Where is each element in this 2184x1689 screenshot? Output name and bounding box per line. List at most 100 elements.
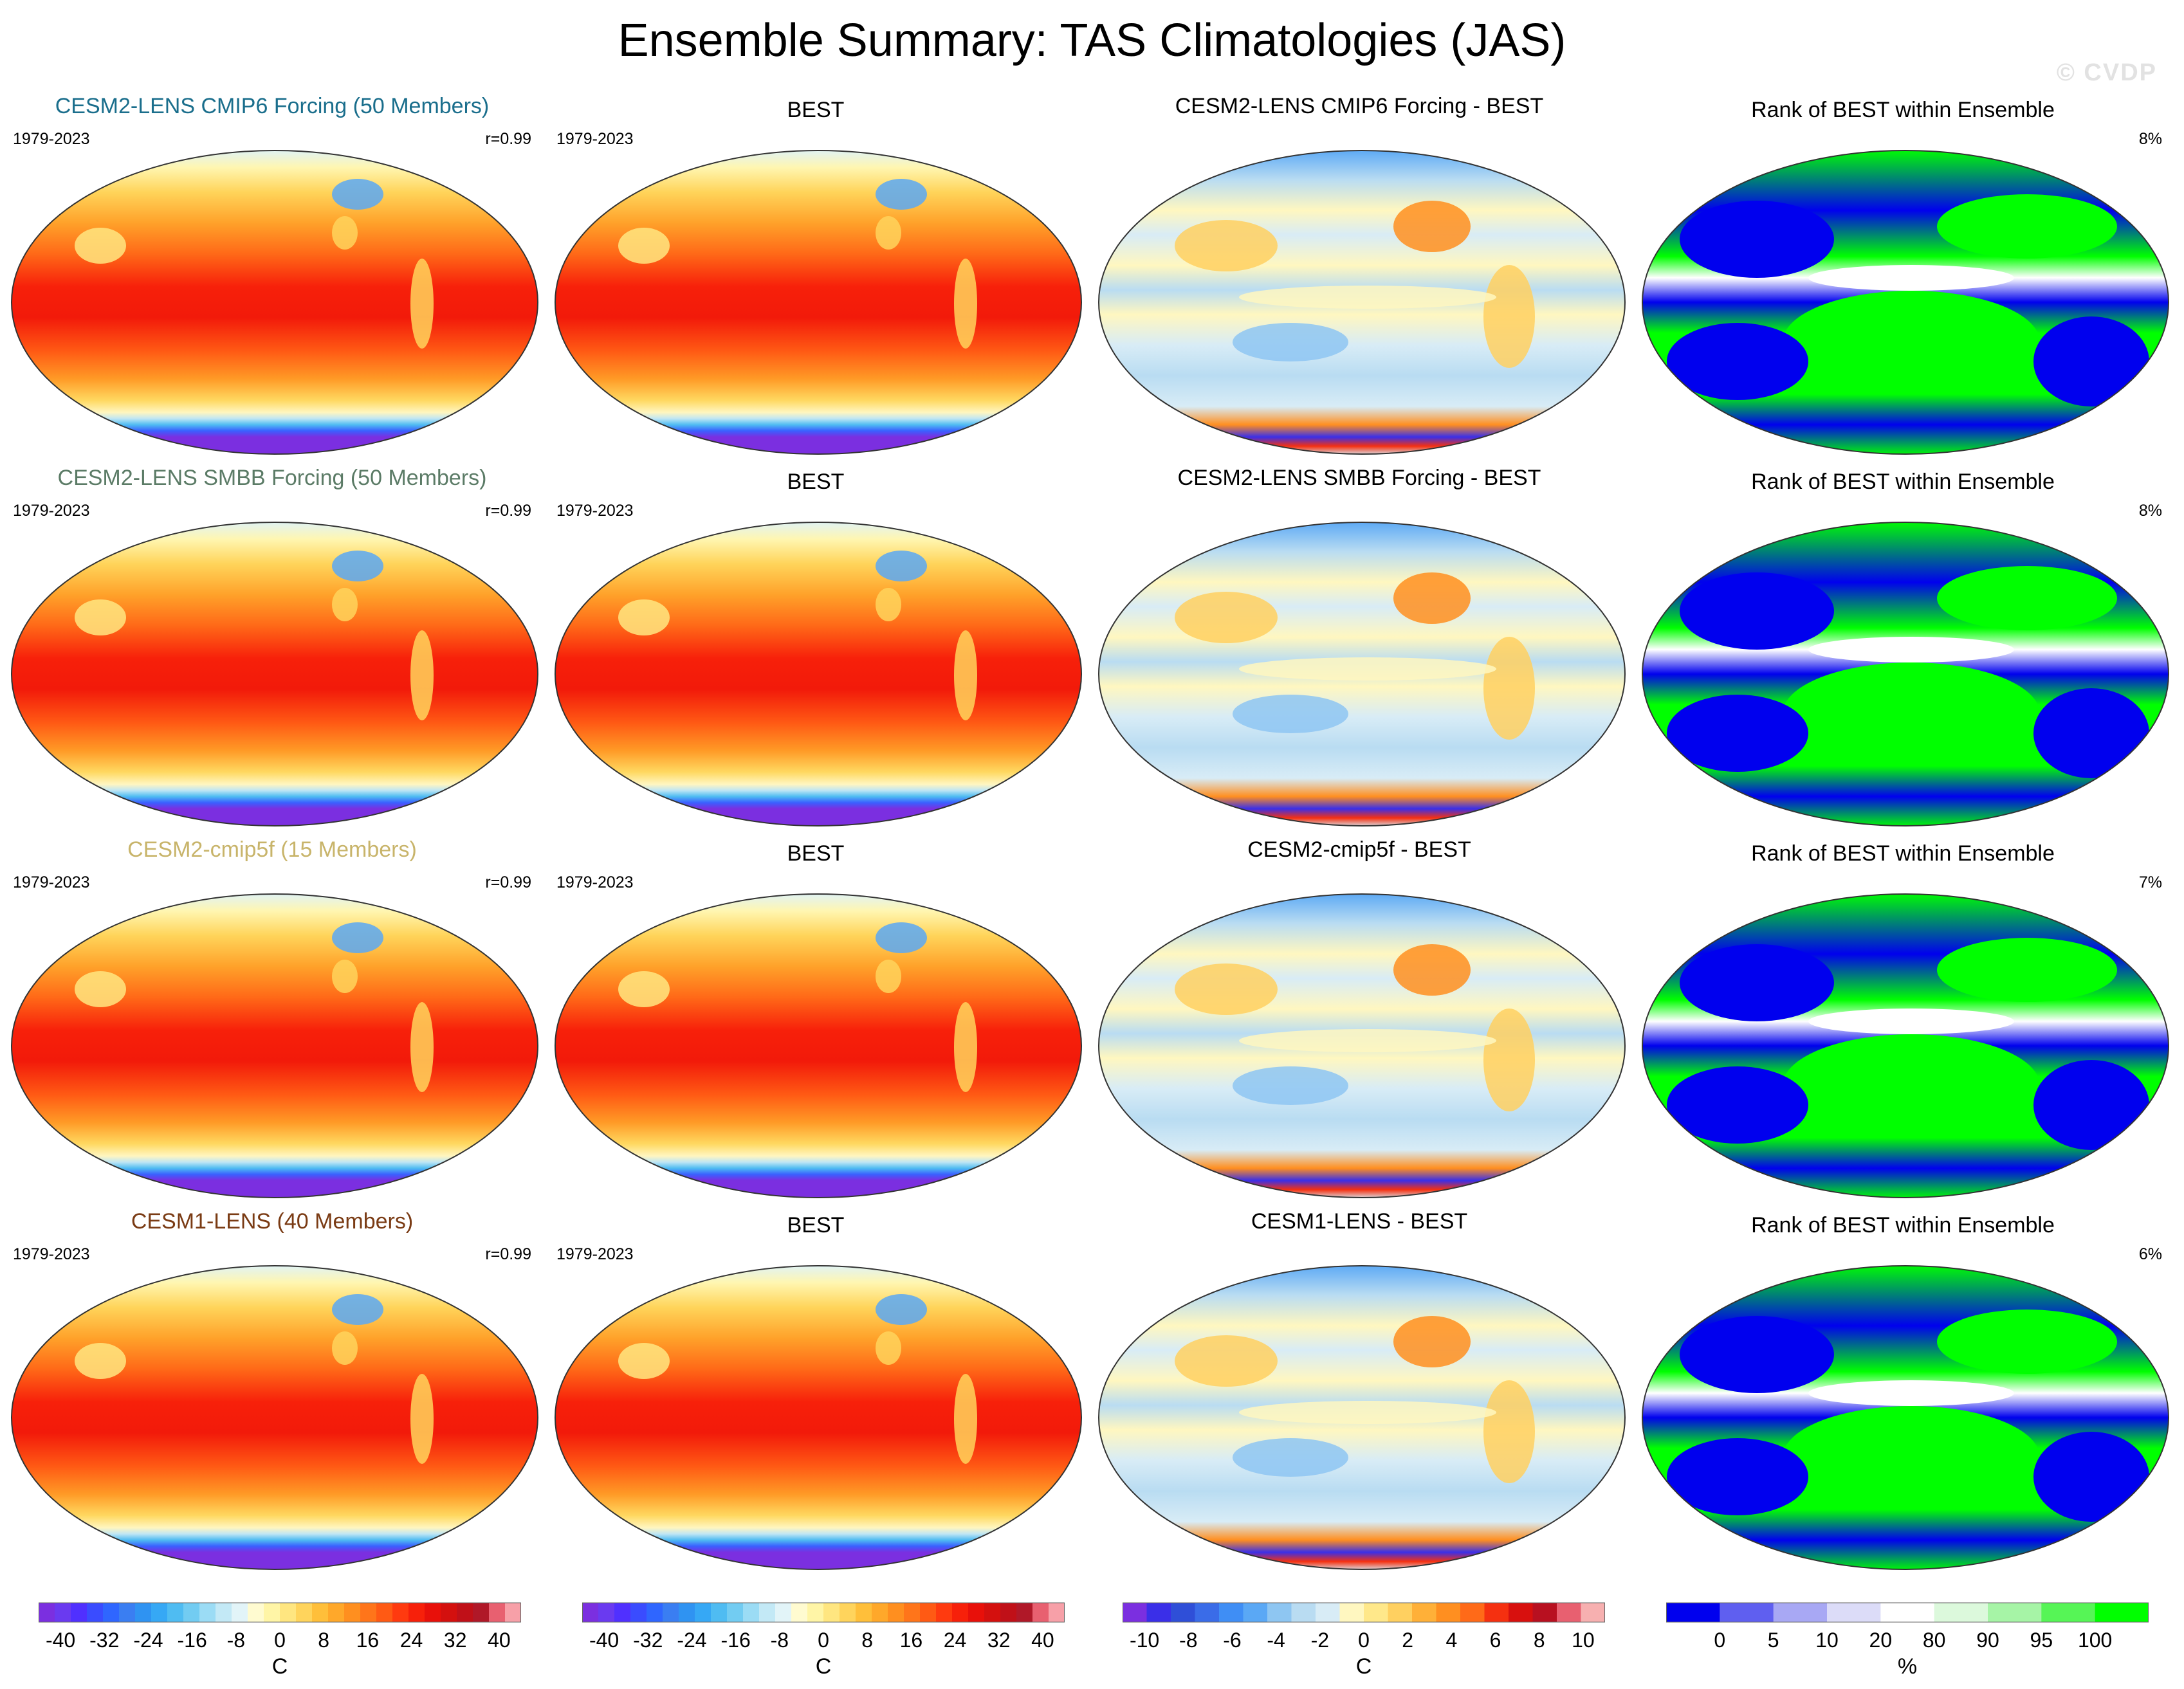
colorbar-swatch [630,1603,647,1622]
panel-obs-row-3: BEST 1979-2023 [544,840,1088,1200]
panel-title: BEST [787,1213,845,1237]
panel-rank-row-2: Rank of BEST within Ensemble 8% [1631,468,2175,828]
panel-title: CESM2-LENS CMIP6 Forcing - BEST [1175,94,1544,118]
colorbar-tick-label: -16 [177,1629,207,1652]
colorbar-swatch [1988,1603,2042,1622]
colorbar-swatch [1171,1603,1195,1622]
rank-map [1642,893,2169,1198]
colorbar-tick-label: 40 [488,1629,511,1652]
panel-ensemble-row-1: CESM2-LENS CMIP6 Forcing (50 Members) 197… [0,94,544,457]
panel-diff-row-1: CESM2-LENS CMIP6 Forcing - BEST [1087,94,1631,457]
main-title: Ensemble Summary: TAS Climatologies (JAS… [618,15,1566,66]
colorbar-swatch [679,1603,695,1622]
colorbar-swatch [1267,1603,1292,1622]
rank-map [1642,150,2169,455]
colorbar-swatch [264,1603,280,1622]
colorbar-swatch [1016,1603,1033,1622]
colorbar-swatch [872,1603,888,1622]
colorbar-tick-label: 10 [1572,1629,1595,1652]
period-label: 1979-2023 [556,1245,634,1263]
colorbar-tick-label: 16 [899,1629,923,1652]
colorbar-swatch [505,1603,521,1622]
colorbar-swatch [312,1603,329,1622]
colorbar-swatch [1195,1603,1220,1622]
colorbar-swatch [55,1603,71,1622]
colorbar-2: -40 -32 -24 -16 -8 0 8 16 24 32 40 C [582,1602,1065,1679]
colorbar-swatch [791,1603,808,1622]
panel-ensemble-row-4: CESM1-LENS (40 Members) 1979-2023 r=0.99 [0,1209,544,1572]
colorbar-swatch [1666,1603,1720,1622]
colorbar-swatch [952,1603,969,1622]
rank-percent-label: 8% [2138,502,2162,520]
colorbar-tick-label: -32 [89,1629,120,1652]
colorbar-tick-label: 20 [1869,1629,1893,1652]
clim-map [11,522,538,826]
period-label: 1979-2023 [13,502,90,520]
panel-rank-row-1: Rank of BEST within Ensemble 8% [1631,96,2175,457]
panel-diff-row-2: CESM2-LENS SMBB Forcing - BEST [1087,466,1631,828]
colorbar-swatch [151,1603,168,1622]
colorbar-swatch [183,1603,200,1622]
panel-title: Rank of BEST within Ensemble [1751,1213,2055,1237]
panel-title: BEST [787,98,845,122]
colorbar-tick-label: 6 [1489,1629,1501,1652]
colorbar-tick-label: -8 [770,1629,789,1652]
panel-title: BEST [787,470,845,494]
colorbar-tick-label: 10 [1815,1629,1839,1652]
pattern-correlation-label: r=0.99 [485,502,531,520]
colorbar-swatch [87,1603,104,1622]
colorbar-swatch [1364,1603,1388,1622]
colorbar-swatch [823,1603,840,1622]
panel-rank-row-3: Rank of BEST within Ensemble 7% [1631,840,2175,1200]
colorbar-swatch [1720,1603,1774,1622]
colorbar-swatch [457,1603,473,1622]
colorbar-swatch [408,1603,425,1622]
colorbar-tick-label: 0 [1358,1629,1370,1652]
colorbar-swatch [614,1603,631,1622]
colorbar-swatch [775,1603,792,1622]
colorbar-tick-label: 32 [443,1629,467,1652]
colorbar-swatch [1123,1603,1147,1622]
colorbar-swatch [71,1603,87,1622]
colorbar-swatch [598,1603,615,1622]
colorbar-unit: % [1897,1654,1918,1679]
colorbar-swatch [695,1603,711,1622]
diff-map [1098,1265,1626,1570]
colorbar-swatch [1827,1603,1881,1622]
colorbar-swatch [1243,1603,1268,1622]
panel-title: CESM1-LENS - BEST [1251,1209,1468,1234]
colorbar-tick-label: 24 [943,1629,967,1652]
clim-map [11,1265,538,1570]
colorbar-swatch [1049,1603,1065,1622]
period-label: 1979-2023 [13,130,90,148]
colorbar-swatch [1880,1603,1935,1622]
colorbar-swatch [103,1603,120,1622]
colorbar-swatch [473,1603,490,1622]
colorbar-swatch [904,1603,921,1622]
colorbar-unit: C [815,1654,832,1679]
colorbar-tick-label: -24 [133,1629,163,1652]
colorbar-swatch [1532,1603,1557,1622]
panel-title: Rank of BEST within Ensemble [1751,470,2055,494]
colorbar-tick-label: -4 [1267,1629,1285,1652]
colorbar-swatch [1032,1603,1049,1622]
clim-map [11,150,538,455]
colorbar-swatch [2095,1603,2149,1622]
rank-percent-label: 6% [2138,1245,2162,1263]
panel-ensemble-row-2: CESM2-LENS SMBB Forcing (50 Members) 1979… [0,466,544,828]
rank-map [1642,1265,2169,1570]
colorbar-swatch [344,1603,361,1622]
colorbar-swatch [489,1603,506,1622]
colorbar-swatch [968,1603,985,1622]
rank-percent-label: 7% [2138,873,2162,891]
colorbar-swatch [248,1603,264,1622]
colorbar-tick-label: 100 [2077,1629,2113,1652]
colorbar-swatch [1412,1603,1436,1622]
colorbar-tick-label: 4 [1445,1629,1458,1652]
colorbar-swatch [936,1603,953,1622]
colorbar-swatch [1219,1603,1243,1622]
colorbar-tick-label: 0 [818,1629,829,1652]
colorbar-tick-label: 40 [1031,1629,1054,1652]
colorbar-tick-label: 5 [1767,1629,1779,1652]
colorbar-swatch [1509,1603,1533,1622]
